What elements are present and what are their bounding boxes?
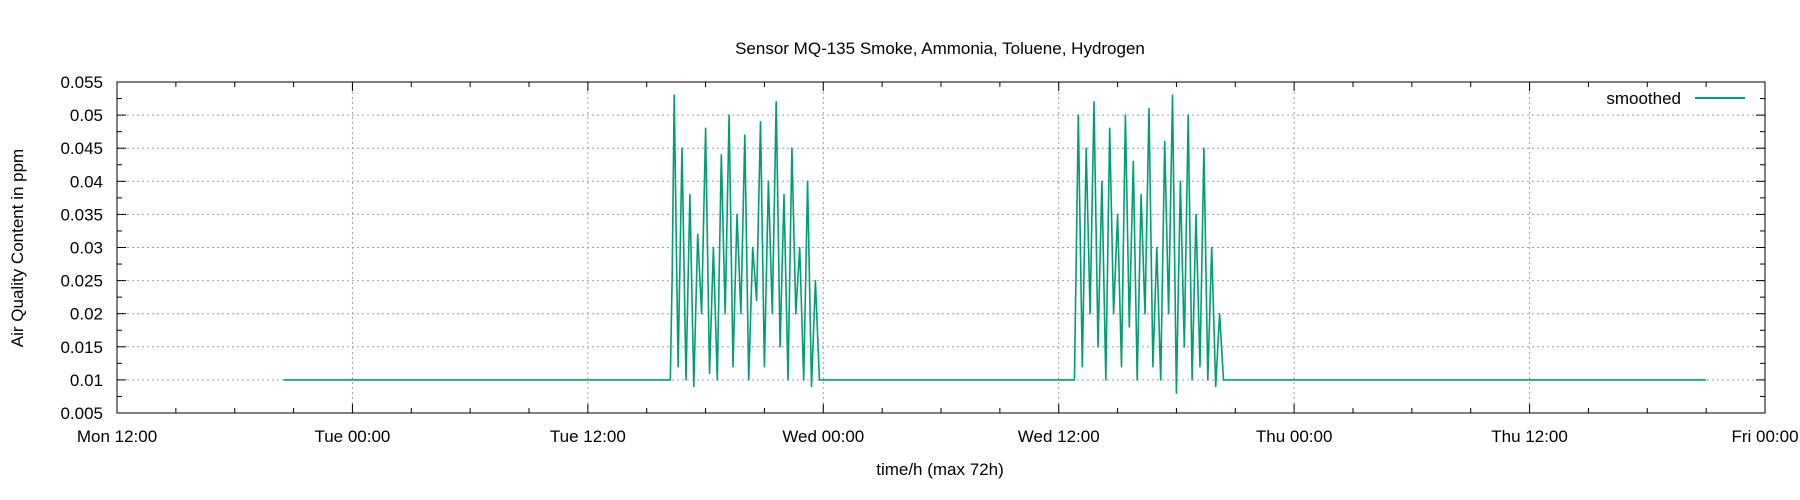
series-line-smoothed <box>283 94 1707 394</box>
axis-ticks <box>116 81 1766 414</box>
chart-title: Sensor MQ-135 Smoke, Ammonia, Toluene, H… <box>735 39 1145 58</box>
x-tick-label: Wed 12:00 <box>1018 427 1100 446</box>
y-tick-labels: 0.005 0.01 0.015 0.02 0.025 0.03 0.035 0.04 0.04… <box>60 73 103 423</box>
x-tick-label: Thu 12:00 <box>1491 427 1568 446</box>
y-tick-label: 0.04 <box>70 172 103 191</box>
grid-lines <box>117 82 1765 413</box>
y-tick-label: 0.03 <box>70 239 103 258</box>
series-layer <box>283 94 1707 394</box>
legend-label-smoothed: smoothed <box>1606 89 1681 108</box>
x-tick-labels: Mon 12:00 Tue 00:00 Tue 12:00 Wed 00:00 Wed … <box>77 427 1799 446</box>
y-tick-label: 0.05 <box>70 106 103 125</box>
y-tick-label: 0.005 <box>60 404 103 423</box>
legend: smoothed <box>1606 89 1745 108</box>
x-tick-label: Mon 12:00 <box>77 427 157 446</box>
y-tick-label: 0.025 <box>60 272 103 291</box>
y-tick-label: 0.045 <box>60 139 103 158</box>
x-tick-label: Thu 00:00 <box>1256 427 1333 446</box>
x-tick-label: Wed 00:00 <box>782 427 864 446</box>
y-tick-label: 0.035 <box>60 205 103 224</box>
x-tick-label: Tue 00:00 <box>314 427 390 446</box>
y-tick-label: 0.02 <box>70 305 103 324</box>
y-tick-label: 0.01 <box>70 371 103 390</box>
x-tick-label: Tue 12:00 <box>550 427 626 446</box>
x-tick-label: Fri 00:00 <box>1731 427 1798 446</box>
y-tick-label: 0.055 <box>60 73 103 92</box>
x-axis-label: time/h (max 72h) <box>876 460 1004 479</box>
y-axis-label: Air Quality Content in ppm <box>8 149 27 347</box>
y-tick-label: 0.015 <box>60 338 103 357</box>
